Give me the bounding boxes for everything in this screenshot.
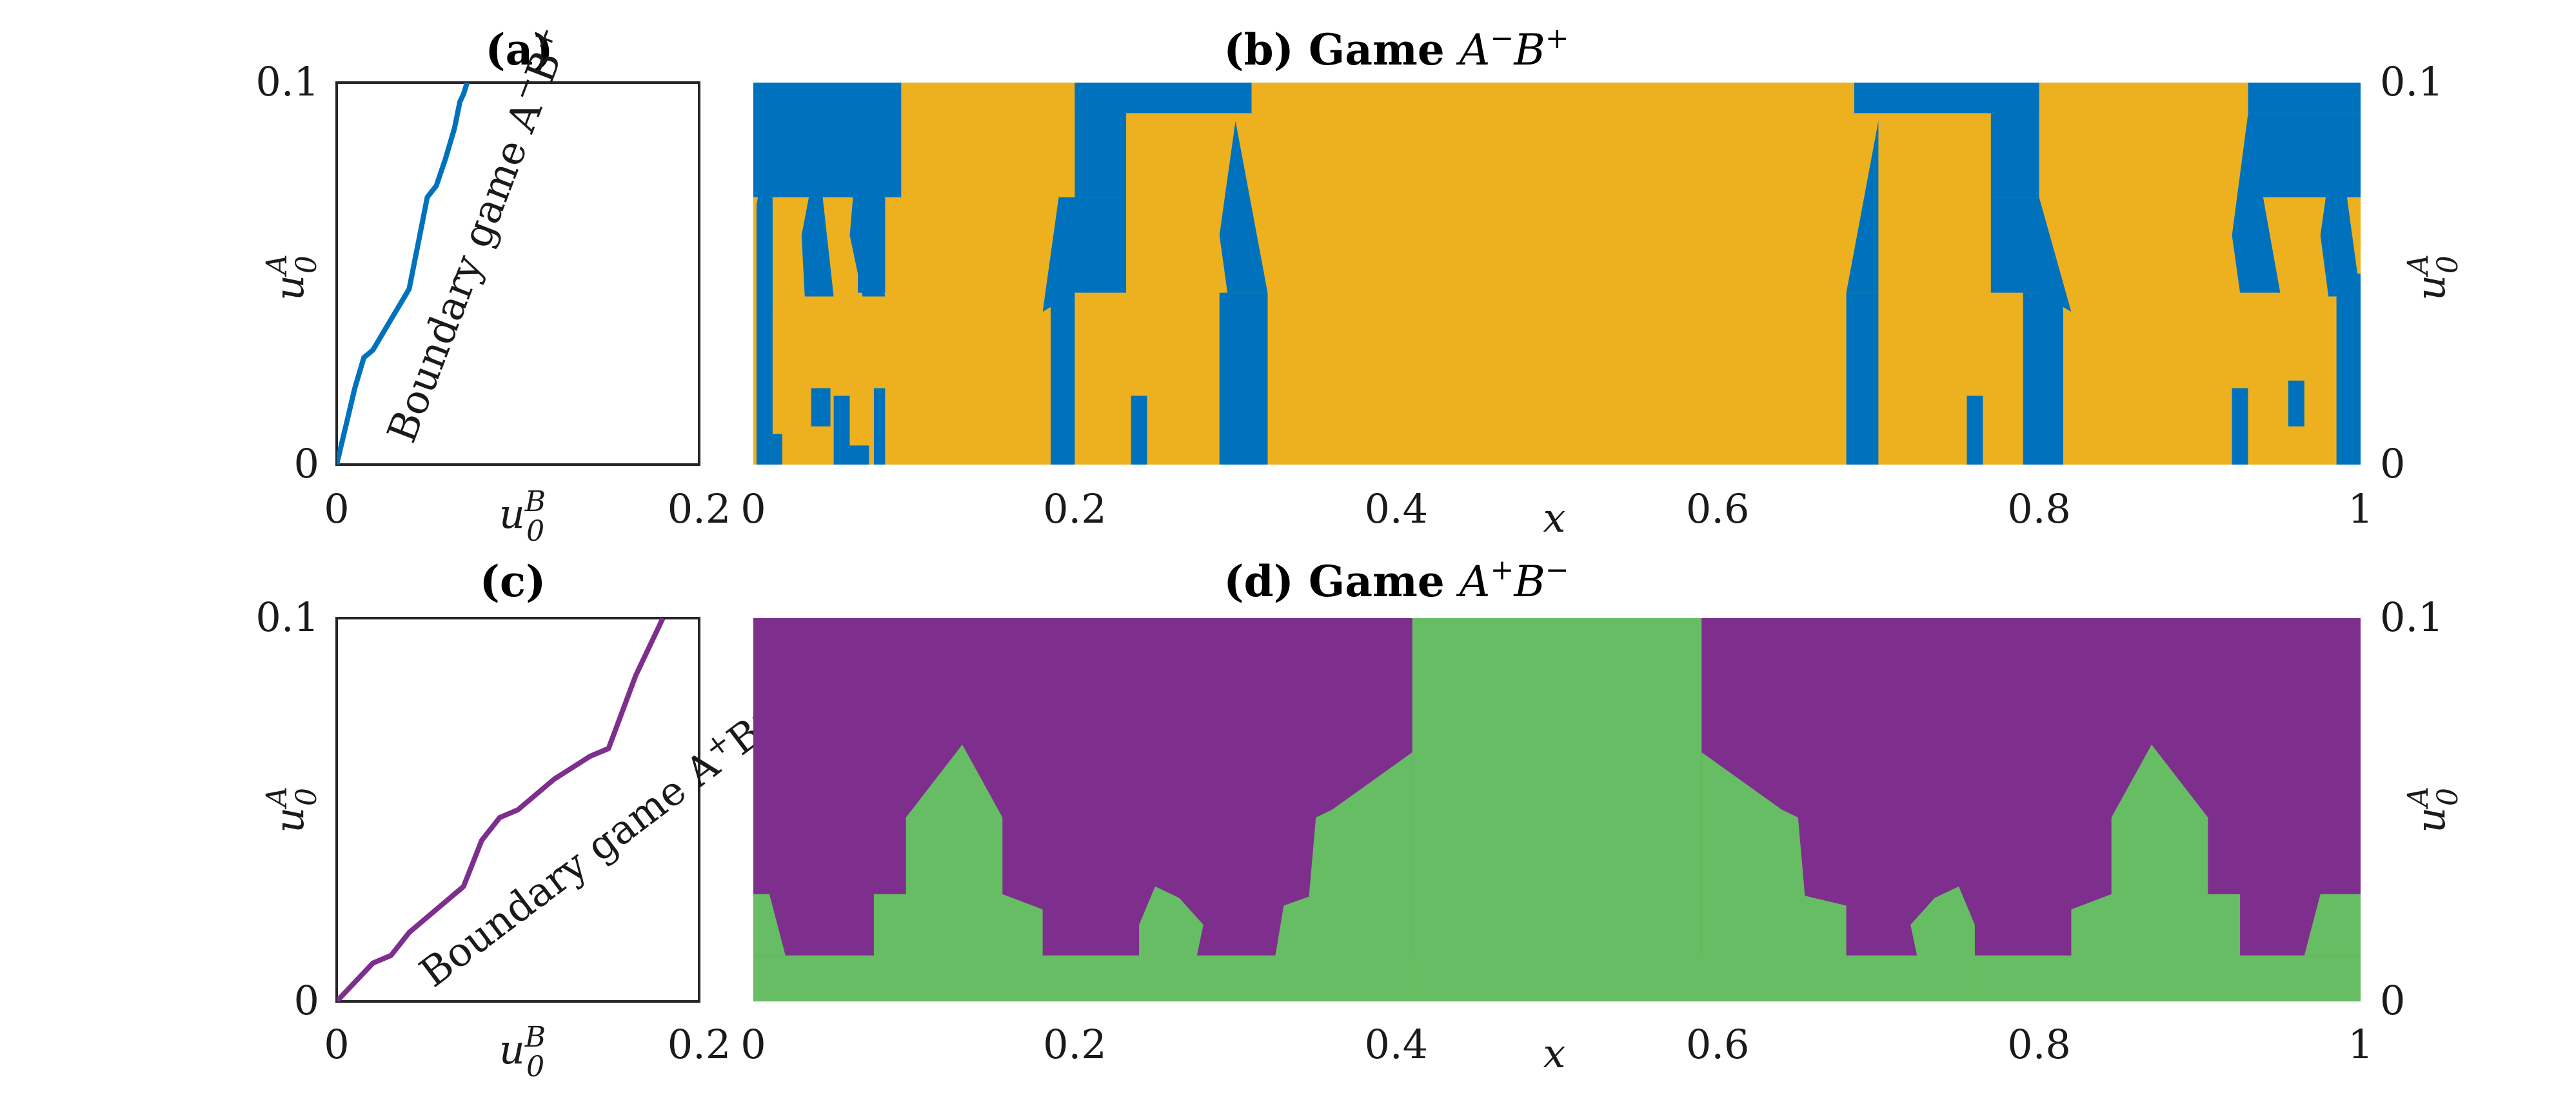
panel-b-xtick-label: 1 [2348,485,2373,532]
panel-b-region-shape [1042,197,1127,312]
panel-b-ytick-top: 0.1 [2380,58,2444,105]
panel-b-xlabel: x [1543,494,1566,541]
panel-b-region-shape [2320,121,2361,297]
panel-c-boundary-line [337,618,666,1001]
panel-b-region-rect [833,396,850,465]
panel-b-region-rect [2248,83,2361,114]
panel-b-region-rect [2023,292,2063,465]
panel-d-region-shape [2071,745,2241,1001]
panel-d-region-shape [2304,894,2361,956]
panel-c-label: (c) [480,556,546,607]
panel-b-region-shape [801,151,834,297]
panel-b-ylabel: uA0 [2402,254,2464,301]
panel-b-region-rect [1075,83,1127,197]
panel-a-xtick-left: 0 [324,485,349,532]
panel-d-region-shape [1701,752,1814,1001]
panel-b-region-shape [757,121,773,312]
panel-d-region-shape [753,894,786,956]
panel-d-xtick-label: 0.6 [1686,1021,1750,1068]
panel-a-axes [335,81,700,466]
panel-d-region-shape [1267,894,1316,1001]
panel-b-region-shape [2232,113,2281,293]
panel-b-region-rect [1051,292,1075,465]
panel-c-xtick-left: 0 [324,1021,349,1068]
panel-c: (c) 0.1 0 0 0.2 uB 0 uA0 Boundary game A+… [255,556,789,1083]
panel-b-region-rect [1131,396,1147,465]
panel-b-region-shape [1846,121,1879,293]
panel-b-regions [753,83,2361,465]
panel-b-region-rect [811,388,831,427]
panel-a-boundary-line [337,83,470,465]
panel-b-region-rect [2288,380,2304,427]
panel-b-region-rect [1219,292,1268,465]
panel-d-title: (d) Game A+B− [1224,554,1569,607]
panel-a-ylabel: uA0 [261,254,323,301]
panel-a-xtick-right: 0.2 [668,485,731,532]
panel-d-region-shape [1300,752,1412,1001]
panel-c-xtick-right: 0.2 [668,1021,731,1068]
panel-b-region-rect [772,434,782,465]
panel-d-xtick-label: 0 [740,1021,766,1068]
panel-b-xticks: 0 0.2 0.4 0.6 0.8 1 [740,485,2373,532]
panel-d-regions [753,618,2361,1001]
panel-d: (d) Game A+B− 0.1 0 0 0.2 0.4 0.6 0.8 1 x uA0 [740,554,2464,1077]
panel-b: (b) Game A−B+ 0.1 0 0 0.2 0.4 0.6 0.8 1 x uA0 [740,22,2464,541]
panel-b-region-rect [846,445,869,465]
panel-b-title: (b) Game A−B+ [1224,22,1569,75]
panel-a: (a) 0.1 0 0 0.2 uB 0 uA0 Boundary game A−… [255,21,731,548]
panel-d-region-shape [1798,894,1847,1001]
panel-d-ytick-bottom: 0 [2380,977,2405,1024]
panel-b-xtick-label: 0.8 [2007,485,2071,532]
panel-b-region-rect [1990,83,2039,197]
panel-d-ytick-top: 0.1 [2380,594,2444,641]
panel-d-xtick-label: 0.8 [2007,1021,2071,1068]
panel-b-region-rect [1967,396,1983,465]
panel-d-ylabel: uA0 [2402,787,2464,833]
panel-b-region-rect [2232,388,2248,465]
panel-d-region-rect [1412,618,1702,1001]
panel-b-region-shape [1219,121,1268,293]
panel-b-xtick-label: 0.2 [1043,485,1107,532]
panel-b-region-shape [849,139,886,297]
panel-d-region-shape [873,745,1043,1001]
panel-c-axes [335,617,700,1003]
panel-b-background [753,83,2361,465]
panel-b-xtick-label: 0.4 [1364,485,1428,532]
panel-a-ytick-top: 0.1 [255,58,319,105]
panel-b-xtick-label: 0.6 [1686,485,1750,532]
panel-c-ytick-top: 0.1 [255,594,319,641]
panel-c-ylabel: uA0 [261,787,323,833]
panel-b-region-rect [2336,274,2361,465]
panel-b-ytick-bottom: 0 [2380,440,2405,487]
panel-c-ytick-bottom: 0 [294,977,319,1024]
panel-b-region-rect [873,388,886,465]
panel-d-xtick-label: 0.4 [1364,1021,1428,1068]
panel-b-region-rect [1846,292,1879,465]
panel-a-xlabel: uB 0 [499,485,546,548]
panel-d-xlabel: x [1543,1030,1566,1077]
panel-d-xtick-label: 0.2 [1043,1021,1107,1068]
panel-d-xticks: 0 0.2 0.4 0.6 0.8 1 [740,1021,2373,1068]
panel-b-xtick-label: 0 [740,485,766,532]
panel-b-region-shape [1990,197,2072,312]
panel-d-region-shape [1139,886,1204,1001]
panel-d-region-shape [1910,886,1975,1001]
panel-d-xtick-label: 1 [2348,1021,2373,1068]
panel-c-xlabel: uB 0 [499,1021,546,1083]
panel-a-ytick-bottom: 0 [294,440,319,487]
panel-a-label: (a) [485,25,553,75]
